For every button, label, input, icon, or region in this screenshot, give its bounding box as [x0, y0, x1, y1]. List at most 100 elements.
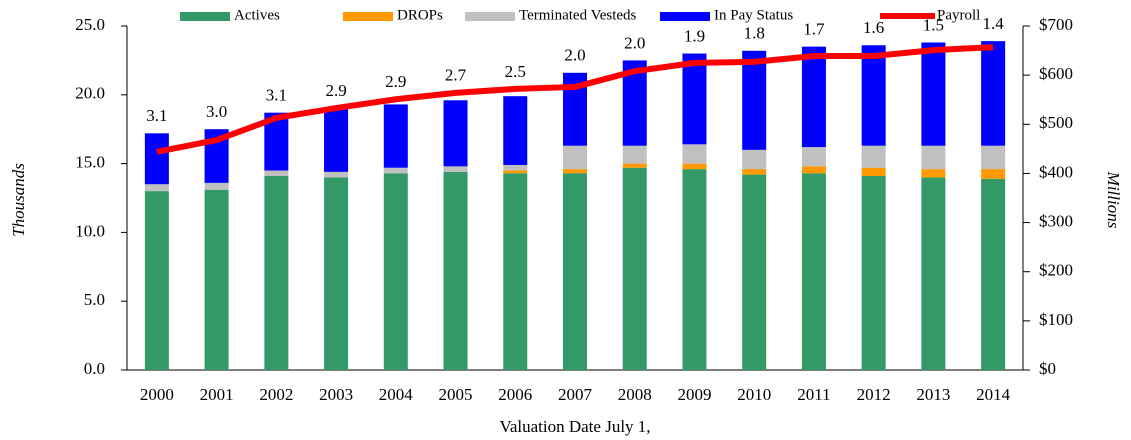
x-tick-label: 2005 — [439, 385, 473, 404]
legend-label: Terminated Vesteds — [519, 7, 637, 23]
bar-segment — [324, 171, 349, 178]
bar-segment — [264, 170, 289, 176]
bar-segment — [801, 166, 826, 174]
bar-segment — [144, 133, 169, 185]
bar-segment — [801, 173, 826, 370]
bar-segment — [383, 104, 408, 168]
bar-segment — [801, 147, 826, 167]
bar-segment — [921, 42, 946, 146]
x-tick-label: 2010 — [737, 385, 771, 404]
bar-segment — [622, 145, 647, 164]
bar-segment — [742, 50, 767, 150]
bar-segment — [742, 169, 767, 175]
ratio-label: 1.9 — [684, 26, 705, 45]
y2-tick-label: $0 — [1039, 359, 1056, 378]
bar-segment — [921, 169, 946, 178]
ratio-label: 2.0 — [564, 46, 585, 65]
bar-segment — [742, 149, 767, 170]
bar-segment — [861, 167, 886, 176]
bar-segment — [622, 167, 647, 370]
bar-segment — [324, 108, 349, 172]
ratio-label: 3.1 — [266, 86, 287, 105]
x-tick-label: 2001 — [200, 385, 234, 404]
x-tick-label: 2003 — [319, 385, 353, 404]
y-tick-label: 10.0 — [75, 221, 105, 240]
y2-tick-label: $700 — [1039, 15, 1073, 34]
x-tick-label: 2009 — [677, 385, 711, 404]
bar-segment — [503, 170, 528, 174]
bar-segment — [443, 171, 468, 370]
bar-segment — [981, 145, 1006, 170]
payroll-line — [156, 44, 994, 155]
bar-segment — [622, 163, 647, 168]
bar-segment — [861, 175, 886, 370]
bar-segment — [921, 145, 946, 170]
ratio-label: 1.5 — [923, 15, 944, 34]
y-tick-label: 20.0 — [75, 84, 105, 103]
bar-segment — [144, 184, 169, 192]
ratio-label: 2.0 — [624, 33, 645, 52]
bar-segment — [682, 163, 707, 170]
y-tick-label: 5.0 — [84, 290, 105, 309]
bar-segment — [921, 177, 946, 370]
bar-segment — [981, 178, 1006, 370]
bar-segment — [981, 41, 1006, 146]
x-tick-label: 2006 — [498, 385, 532, 404]
bar-segment — [801, 46, 826, 148]
legend-swatch — [180, 12, 230, 21]
legend-swatch — [343, 12, 393, 21]
y2-axis-label: Millions — [1104, 171, 1123, 229]
bar-segment — [324, 177, 349, 370]
ratio-label: 3.1 — [146, 106, 167, 125]
bar-segment — [144, 191, 169, 370]
legend-label: In Pay Status — [714, 7, 793, 23]
ratio-label: 1.7 — [803, 20, 825, 39]
bar-segment — [503, 164, 528, 171]
ratio-label: 2.9 — [325, 81, 346, 100]
bar-segment — [503, 96, 528, 165]
bar-segment — [563, 169, 587, 174]
ratio-label: 3.0 — [206, 102, 227, 121]
x-tick-label: 2000 — [140, 385, 174, 404]
ratio-label: 1.6 — [863, 18, 884, 37]
x-tick-label: 2013 — [916, 385, 950, 404]
y2-tick-label: $400 — [1039, 162, 1073, 181]
ratio-label: 2.5 — [505, 62, 526, 81]
y-axis-label: Thousands — [9, 163, 28, 237]
bar-segment — [682, 53, 707, 145]
x-tick-label: 2008 — [618, 385, 652, 404]
bar-segment — [383, 173, 408, 370]
bar-segment — [563, 173, 587, 370]
y2-tick-label: $300 — [1039, 211, 1073, 230]
bar-segment — [981, 169, 1006, 179]
bar-segment — [443, 100, 468, 167]
legend-label: DROPs — [397, 7, 443, 23]
bar-segment — [443, 166, 468, 172]
bar-segment — [861, 45, 886, 146]
ratio-label: 1.4 — [983, 14, 1005, 33]
x-tick-label: 2014 — [976, 385, 1011, 404]
bar-segment — [742, 174, 767, 370]
legend-label: Payroll — [937, 7, 980, 23]
bar-segment — [563, 145, 587, 170]
bar-segment — [861, 145, 886, 168]
ratio-label: 2.7 — [445, 66, 467, 85]
legend-label: Actives — [234, 7, 280, 23]
x-tick-label: 2011 — [797, 385, 830, 404]
y2-tick-label: $200 — [1039, 261, 1073, 280]
legend-swatch — [660, 12, 710, 21]
x-tick-label: 2007 — [558, 385, 593, 404]
y2-tick-label: $100 — [1039, 310, 1073, 329]
x-tick-label: 2004 — [379, 385, 414, 404]
x-tick-label: 2012 — [857, 385, 891, 404]
bar-segment — [682, 144, 707, 164]
y-tick-label: 0.0 — [84, 359, 105, 378]
y2-tick-label: $500 — [1039, 113, 1073, 132]
ratio-label: 2.9 — [385, 72, 406, 91]
x-tick-label: 2002 — [259, 385, 293, 404]
bar-segment — [503, 173, 528, 370]
legend-swatch — [465, 12, 515, 21]
bar-segment — [383, 167, 408, 174]
bar-segment — [682, 169, 707, 370]
